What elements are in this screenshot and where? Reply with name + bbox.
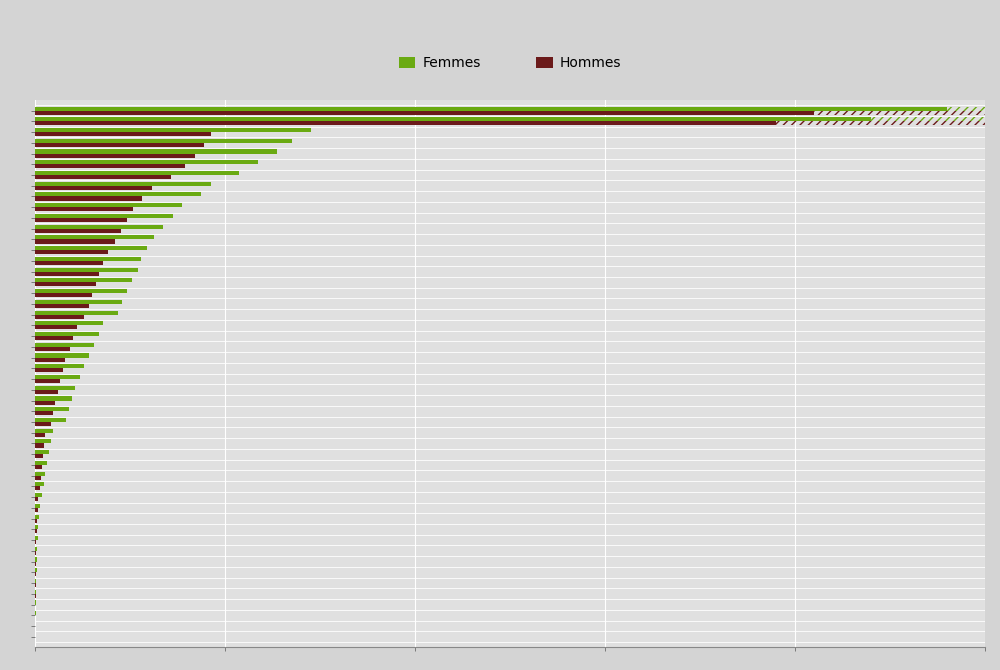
Bar [35,486,40,490]
Bar [35,332,99,336]
Bar [35,525,38,529]
Bar [35,228,120,232]
Bar [35,540,36,544]
Bar [35,321,103,326]
Bar [35,171,239,175]
Bar [35,257,141,261]
Bar [35,282,96,287]
Bar [35,153,195,157]
Bar [35,175,171,179]
Bar [35,289,127,293]
Bar [35,369,63,373]
Bar [35,121,985,125]
Bar [35,186,152,190]
Bar [35,397,72,401]
Bar [35,192,201,196]
Bar [35,271,99,276]
Bar [35,375,80,379]
Bar [35,551,36,555]
Bar [35,214,173,218]
Bar [35,111,985,115]
Bar [35,261,103,265]
Bar [35,250,108,254]
Bar [35,315,84,319]
Bar [35,164,185,168]
Bar [35,461,47,465]
Legend: Femmes, Hommes: Femmes, Hommes [395,52,625,74]
Bar [35,354,89,358]
Bar [35,347,70,351]
Bar [35,117,985,121]
Bar [35,515,39,519]
Bar [35,207,133,211]
Bar [35,444,44,448]
Bar [35,304,89,308]
Bar [35,411,53,415]
Bar [35,407,69,411]
Bar [35,440,51,444]
Bar [35,482,44,486]
Bar [35,579,36,583]
Bar [35,450,49,454]
Bar [35,358,65,362]
Bar [35,235,154,239]
Bar [35,239,115,243]
Bar [35,529,37,533]
Bar [35,568,37,572]
Bar [35,547,37,551]
Bar [35,379,60,383]
Bar [35,390,58,394]
Bar [35,465,42,469]
Bar [35,504,40,508]
Bar [35,299,122,304]
Bar [35,111,814,115]
Bar [35,401,55,405]
Bar [35,310,118,315]
Bar [35,429,53,433]
Bar [35,386,75,390]
Bar [35,224,163,228]
Bar [35,590,36,594]
Bar [35,160,258,164]
Bar [35,364,84,368]
Bar [35,196,142,200]
Bar [35,326,77,330]
Bar [35,182,211,186]
Bar [35,121,776,125]
Bar [35,343,94,347]
Bar [35,508,38,512]
Bar [35,293,92,297]
Bar [35,143,204,147]
Bar [35,476,41,480]
Bar [35,107,947,111]
Bar [35,519,37,523]
Bar [35,267,138,271]
Bar [35,536,38,540]
Bar [35,336,73,340]
Bar [35,139,292,143]
Bar [35,422,51,426]
Bar [35,132,211,136]
Bar [35,433,44,437]
Bar [35,203,182,207]
Bar [35,472,45,476]
Bar [35,557,37,561]
Bar [35,418,66,422]
Bar [35,454,43,458]
Bar [35,278,132,282]
Bar [35,218,127,222]
Bar [35,493,42,497]
Bar [35,246,147,250]
Bar [35,149,277,153]
Bar [35,497,38,501]
Bar [35,117,871,121]
Bar [35,128,310,132]
Bar [35,107,985,111]
